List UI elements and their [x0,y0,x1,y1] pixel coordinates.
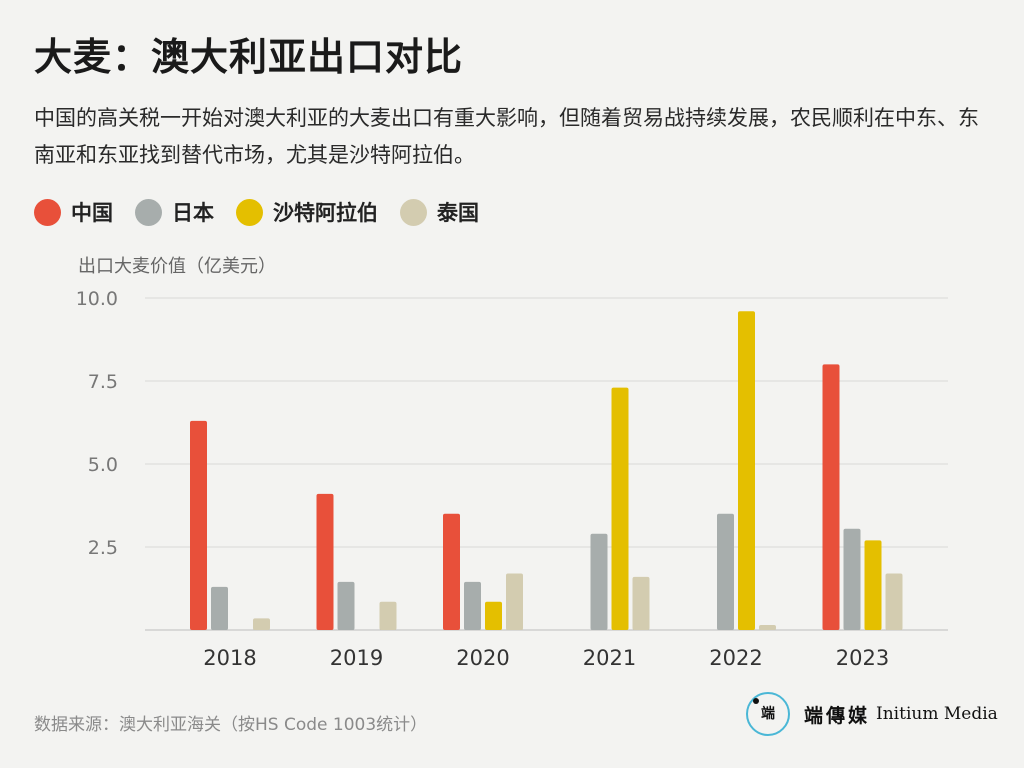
bar-2022-series-3 [759,625,776,630]
bar-2023-series-3 [885,573,903,630]
legend-item-china: 中国 [34,197,113,227]
legend-item-saudi-arabia: 沙特阿拉伯 [236,197,378,227]
bar-2019-series-3 [379,601,397,630]
chart-title: 大麦：澳大利亚出口对比 [34,35,464,79]
bar-2022-series-2 [738,311,755,630]
y-tick-label: 5.0 [88,454,118,476]
bar-2022-series-1 [717,513,734,630]
y-tick-label: 10.0 [76,288,118,310]
bar-2021-series-2 [611,387,629,630]
bar-2018-series-1 [211,586,228,630]
x-tick-label: 2019 [330,646,383,670]
initium-logo-icon: 端 [746,692,790,736]
legend-item-thailand: 泰国 [400,197,479,227]
bar-2019-series-1 [337,581,355,630]
bar-2023-series-2 [864,540,882,630]
x-tick-labels: 2018 2019 2020 2021 2022 2023 [203,646,889,670]
x-tick-label: 2022 [709,646,762,670]
bar-2019-series-0 [316,493,334,630]
y-axis-label: 出口大麦价值（亿美元） [78,256,276,277]
initium-logo: 端 端傳媒 Initium Media [746,692,998,736]
bar-2018-series-3 [253,618,270,630]
legend-swatch-japan [135,198,162,226]
y-tick-labels: 10.0 7.5 5.0 2.5 [76,288,118,559]
y-tick-label: 7.5 [88,371,118,393]
bar-2020-series-0 [443,513,460,630]
chart-subtitle: 中国的高关税一开始对澳大利亚的大麦出口有重大影响，但随着贸易战持续发展，农民顺利… [34,106,979,167]
bars [190,311,903,630]
legend-label-japan: 日本 [172,201,214,225]
gridlines [145,297,948,631]
bar-2020-series-1 [464,581,481,630]
bar-2023-series-0 [822,364,840,630]
bar-2021-series-3 [632,576,650,630]
logo-chinese-name: 端傳媒 [804,704,871,727]
bar-2020-series-2 [485,601,502,630]
bar-chart: 出口大麦价值（亿美元） 10.07.55.02.5 2018 2019 2020 20… [76,256,948,670]
bar-2023-series-1 [843,528,861,630]
x-tick-label: 2021 [583,646,636,670]
source-note: 数据来源：澳大利亚海关（按HS Code 1003统计） [34,715,428,735]
legend-label-china: 中国 [71,201,113,225]
x-tick-label: 2020 [456,646,509,670]
x-tick-label: 2023 [836,646,889,670]
legend: 中国 日本 沙特阿拉伯 泰国 [34,197,501,227]
logo-english-name: Initium Media [876,704,998,724]
legend-swatch-saudi-arabia [236,198,263,226]
legend-label-saudi-arabia: 沙特阿拉伯 [273,201,378,225]
bar-2018-series-0 [190,420,207,630]
legend-swatch-thailand [400,198,427,226]
legend-label-thailand: 泰国 [437,201,479,225]
bar-2020-series-3 [506,573,523,630]
bar-2021-series-1 [590,533,608,630]
legend-item-japan: 日本 [135,197,214,227]
legend-swatch-china [34,198,61,226]
x-tick-label: 2018 [203,646,256,670]
y-tick-label: 2.5 [88,537,118,559]
